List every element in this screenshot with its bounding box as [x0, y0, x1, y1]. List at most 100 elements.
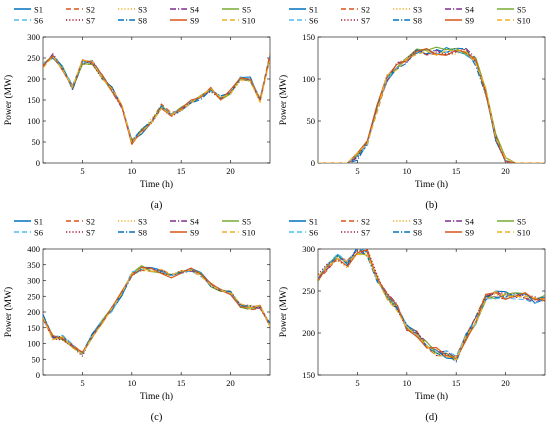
y-tick-label: 300: [27, 32, 40, 42]
series-line-s10: [318, 49, 545, 163]
series-lines: [318, 249, 545, 363]
plot-area: [317, 36, 546, 164]
y-tick-label: 300: [302, 244, 315, 254]
legend-label-s1: S1: [34, 217, 43, 227]
legend-label-s7: S7: [86, 228, 95, 238]
legend-label-s7: S7: [86, 16, 95, 26]
plot-area: [42, 248, 271, 376]
x-axis-label: Time (h): [140, 179, 173, 190]
y-tick-label: 200: [302, 328, 315, 338]
legend-label-s8: S8: [138, 16, 147, 26]
x-tick-label: 10: [403, 166, 412, 176]
legend-label-s6: S6: [309, 228, 318, 238]
plot-area: [317, 248, 546, 376]
legend-label-s9: S9: [190, 228, 199, 238]
x-tick-label: 20: [226, 166, 235, 176]
series-line-s2: [318, 249, 545, 357]
legend-label-s3: S3: [138, 5, 147, 15]
x-tick-label: 10: [128, 166, 137, 176]
y-axis-label: Power (MW): [278, 75, 289, 125]
panel-caption: (a): [151, 200, 163, 211]
y-axis-label: Power (MW): [3, 75, 14, 125]
y-tick-label: 250: [27, 53, 40, 63]
series-line-s5: [318, 46, 545, 163]
y-tick-label: 150: [302, 32, 315, 42]
legend: S1 S2 S3 S4 S5 S6 S7 S8 S9 S10: [289, 5, 530, 26]
x-tick-label: 5: [355, 166, 359, 176]
legend-label-s4: S4: [190, 217, 200, 227]
x-axis-label: Time (h): [415, 179, 448, 190]
legend-label-s2: S2: [361, 217, 370, 227]
series-line-s9: [318, 249, 545, 360]
legend: S1 S2 S3 S4 S5 S6 S7 S8 S9 S10: [14, 5, 255, 26]
x-tick-label: 20: [226, 378, 235, 388]
chart-panel-c: S1 S2 S3 S4 S5 S6 S7 S8 S9 S10 0 50 100 150 200 250 300 3…: [3, 217, 271, 423]
legend-label-s10: S10: [517, 228, 530, 238]
legend-label-s1: S1: [34, 5, 43, 15]
y-tick-label: 150: [27, 323, 40, 333]
y-tick-label: 100: [27, 339, 40, 349]
y-tick-label: 200: [27, 74, 40, 84]
legend-label-s2: S2: [86, 5, 95, 15]
y-tick-label: 100: [27, 116, 40, 126]
legend-label-s9: S9: [465, 228, 474, 238]
legend-label-s6: S6: [34, 228, 43, 238]
y-tick-label: 50: [307, 116, 316, 126]
legend-label-s10: S10: [517, 16, 530, 26]
legend-label-s9: S9: [465, 16, 474, 26]
legend-label-s1: S1: [309, 5, 318, 15]
series-line-s3: [318, 249, 545, 358]
series-line-s10: [43, 267, 270, 355]
y-tick-label: 200: [27, 307, 40, 317]
legend-label-s5: S5: [242, 5, 251, 15]
x-tick-label: 10: [128, 378, 137, 388]
x-tick-label: 5: [355, 378, 359, 388]
series-line-s10: [43, 55, 270, 144]
x-tick-label: 15: [177, 166, 186, 176]
series-lines: [43, 53, 270, 145]
series-line-s9: [43, 266, 270, 353]
series-line-s8: [318, 249, 545, 363]
y-tick-label: 100: [302, 74, 315, 84]
legend-label-s5: S5: [517, 217, 526, 227]
legend-label-s6: S6: [34, 16, 43, 26]
y-tick-label: 400: [27, 244, 40, 254]
legend: S1 S2 S3 S4 S5 S6 S7 S8 S9 S10: [14, 217, 255, 238]
legend-label-s1: S1: [309, 217, 318, 227]
series-lines: [43, 265, 270, 357]
legend-label-s5: S5: [242, 217, 251, 227]
legend-label-s3: S3: [413, 217, 422, 227]
legend-label-s4: S4: [465, 5, 475, 15]
legend-label-s7: S7: [361, 228, 370, 238]
x-axis-label: Time (h): [140, 391, 173, 402]
legend-label-s4: S4: [190, 5, 200, 15]
series-line-s3: [43, 56, 270, 141]
y-axis-label: Power (MW): [3, 287, 14, 337]
y-tick-label: 50: [32, 137, 41, 147]
x-tick-label: 5: [80, 166, 84, 176]
y-axis-label: Power (MW): [278, 287, 289, 337]
x-axis-label: Time (h): [415, 391, 448, 402]
legend-label-s10: S10: [242, 228, 255, 238]
y-tick-label: 250: [27, 291, 40, 301]
chart-panel-b: S1 S2 S3 S4 S5 S6 S7 S8 S9 S10 0 50 100 150 5 10 15 20 Tim…: [278, 5, 546, 211]
panel-caption: (c): [151, 412, 163, 423]
plot-area: [42, 36, 271, 164]
legend-label-s6: S6: [309, 16, 318, 26]
legend: S1 S2 S3 S4 S5 S6 S7 S8 S9 S10: [289, 217, 530, 238]
legend-label-s5: S5: [517, 5, 526, 15]
legend-label-s3: S3: [413, 5, 422, 15]
chart-panel-d: S1 S2 S3 S4 S5 S6 S7 S8 S9 S10 150 200 250 300 5 10 15 20…: [278, 217, 546, 423]
x-tick-label: 20: [501, 166, 510, 176]
x-tick-label: 15: [177, 378, 186, 388]
x-tick-label: 5: [80, 378, 84, 388]
legend-label-s4: S4: [465, 217, 475, 227]
x-tick-label: 20: [501, 378, 510, 388]
legend-label-s8: S8: [138, 228, 147, 238]
panel-caption: (d): [425, 412, 438, 423]
y-tick-label: 250: [302, 286, 315, 296]
legend-label-s2: S2: [86, 217, 95, 227]
legend-label-s7: S7: [361, 16, 370, 26]
legend-label-s9: S9: [190, 16, 199, 26]
